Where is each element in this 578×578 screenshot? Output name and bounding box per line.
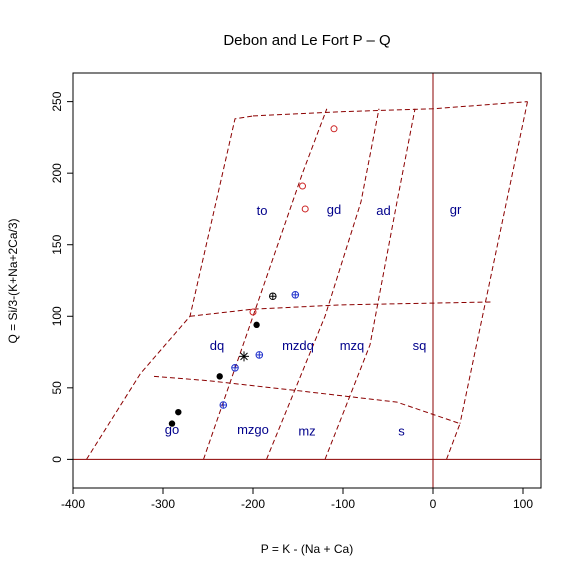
data-point <box>255 351 264 359</box>
data-point <box>168 420 176 427</box>
field-boundary-4 <box>446 423 461 460</box>
x-axis-label: P = K - (Na + Ca) <box>261 542 353 556</box>
chart-title: Debon and Le Fort P – Q <box>223 32 390 49</box>
x-tick-label: 100 <box>513 497 533 511</box>
data-point <box>299 182 306 190</box>
field-label-mzgo: mzgo <box>237 422 269 437</box>
field-label-mzdq: mzdq <box>282 338 314 353</box>
field-boundary-2 <box>266 108 380 460</box>
x-tick-label: 0 <box>430 497 437 511</box>
x-tick-label: -300 <box>151 497 175 511</box>
y-tick-label: 0 <box>50 456 64 463</box>
field-boundary-7 <box>189 301 492 317</box>
y-tick-label: 100 <box>50 306 64 326</box>
field-label-ad: ad <box>376 203 390 218</box>
y-axis-label: Q = Si/3-(K+Na+2Ca/3) <box>6 218 20 343</box>
x-tick-label: -100 <box>331 497 355 511</box>
data-point <box>239 351 249 362</box>
y-tick-label: 50 <box>50 381 64 395</box>
data-point <box>253 321 260 329</box>
field-label-go: go <box>165 422 179 437</box>
field-boundary-8 <box>153 375 461 425</box>
field-label-s: s <box>398 424 405 439</box>
field-boundary-3 <box>324 108 416 460</box>
field-label-gd: gd <box>327 202 341 217</box>
x-tick-label: -400 <box>61 497 85 511</box>
x-tick-label: -200 <box>241 497 265 511</box>
y-tick-label: 250 <box>50 91 64 111</box>
y-tick-label: 150 <box>50 234 64 254</box>
data-point <box>249 308 257 316</box>
data-point <box>219 401 228 409</box>
y-axis: 0 50 100 150 200 250 <box>50 91 73 463</box>
data-point <box>216 373 223 380</box>
field-labels: to gd ad gr dq mzdq mzq sq go mzgo mz s <box>165 202 462 439</box>
data-point <box>175 408 182 416</box>
data-point <box>269 292 277 301</box>
plot-frame <box>72 72 542 489</box>
field-boundaries <box>86 101 528 460</box>
field-label-sq: sq <box>413 338 427 353</box>
field-boundary-5 <box>252 101 528 117</box>
field-boundary-6 <box>459 101 528 424</box>
field-label-to: to <box>257 203 268 218</box>
y-tick-label: 200 <box>50 163 64 183</box>
field-label-mzq: mzq <box>340 338 365 353</box>
data-point <box>231 363 239 372</box>
data-points <box>168 125 338 427</box>
data-point <box>301 205 309 213</box>
field-label-mz: mz <box>298 424 315 439</box>
field-boundary-1 <box>203 108 328 460</box>
data-point <box>330 125 338 133</box>
field-label-dq: dq <box>210 338 224 353</box>
field-label-gr: gr <box>450 202 462 217</box>
reference-lines <box>73 73 541 488</box>
x-axis: -400 -300 -200 -100 0 100 <box>61 488 533 511</box>
data-point <box>291 291 300 299</box>
field-boundary-0 <box>86 115 254 460</box>
